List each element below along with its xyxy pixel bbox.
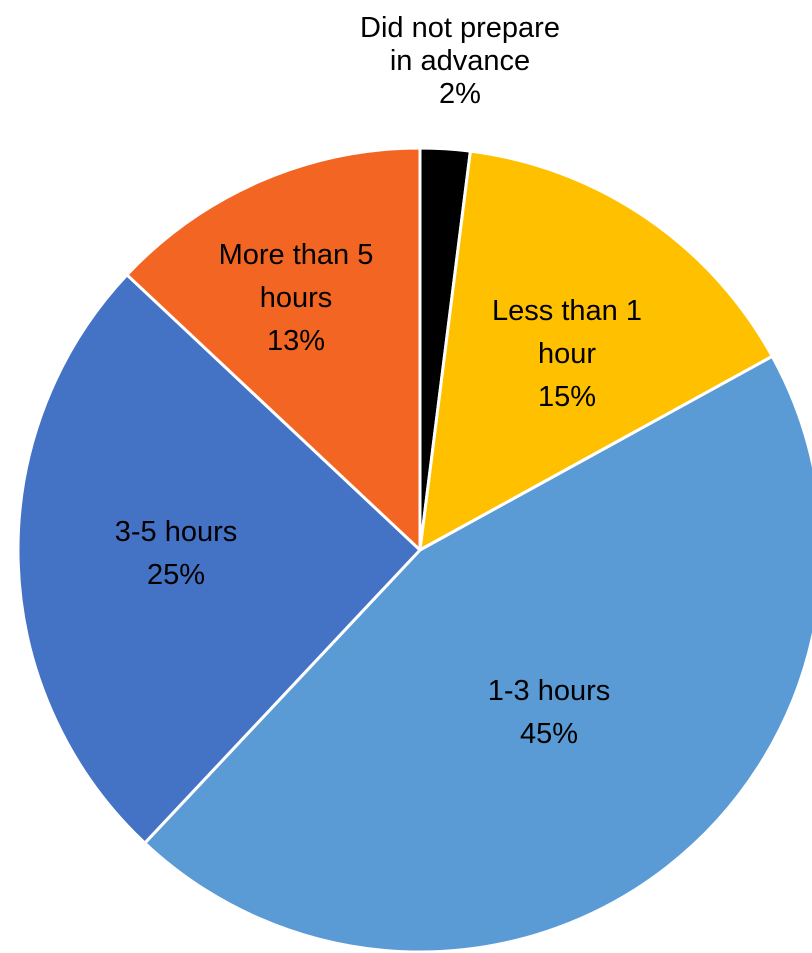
pie-slice (16, 273, 422, 845)
slice-percent-label: 13% (267, 325, 325, 357)
slice-category-label: hours (260, 282, 333, 314)
slice-category-label: Less than 1 (492, 295, 642, 327)
slice-category-label: Did not prepare (360, 12, 560, 44)
slice-percent-label: 15% (538, 381, 596, 413)
slice-label: 3-5 hours 25% (115, 516, 238, 591)
pie-slice (143, 354, 812, 953)
pie-slices (16, 146, 812, 953)
slice-percent-label: 2% (439, 78, 481, 110)
slice-label: More than 5 hours 13% (219, 239, 374, 357)
slice-label: 1-3 hours 45% (488, 675, 611, 750)
slice-percent-label: 45% (520, 718, 578, 750)
slice-category-label: hour (538, 338, 596, 370)
pie-slice (125, 146, 422, 552)
slice-percent-label: 25% (147, 559, 205, 591)
slice-label: Less than 1 hour 15% (492, 295, 642, 413)
slice-label: Did not prepare in advance 2% (360, 12, 560, 110)
pie-slice (418, 149, 774, 552)
slice-category-label: in advance (390, 45, 530, 77)
slice-category-label: More than 5 (219, 239, 374, 271)
slice-category-label: 1-3 hours (488, 675, 611, 707)
slice-category-label: 3-5 hours (115, 516, 238, 548)
pie-labels: Did not prepare in advance 2% Less than 1 ho… (115, 12, 642, 750)
